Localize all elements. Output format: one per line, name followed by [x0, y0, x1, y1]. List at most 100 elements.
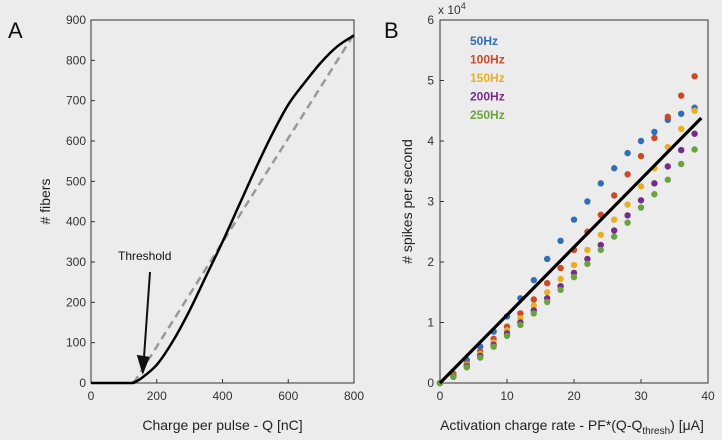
- point-250Hz: [597, 246, 604, 254]
- point-250Hz: [557, 286, 564, 294]
- point-50Hz: [570, 216, 578, 223]
- a-ytick-label: 100: [66, 336, 86, 350]
- b-ytick-label: 2: [427, 255, 434, 269]
- point-200Hz: [664, 163, 671, 170]
- point-100Hz: [544, 279, 551, 287]
- fiber-recruitment-curve: [90, 34, 355, 385]
- point-100Hz: [530, 296, 537, 303]
- point-200Hz: [637, 197, 645, 204]
- b-xtick-label: 40: [701, 389, 715, 403]
- threshold-arrow-head: [136, 354, 150, 375]
- point-250Hz: [637, 204, 645, 211]
- point-150Hz: [678, 125, 685, 133]
- point-250Hz: [477, 354, 484, 361]
- point-50Hz: [544, 255, 551, 263]
- point-250Hz: [544, 298, 551, 306]
- point-250Hz: [570, 273, 578, 281]
- point-250Hz: [691, 146, 698, 153]
- point-150Hz: [544, 289, 551, 296]
- legend: 50Hz 100Hz 150Hz 200Hz 250Hz: [470, 34, 505, 122]
- point-50Hz: [637, 137, 645, 145]
- b-xtick-label: 10: [500, 389, 514, 403]
- point-200Hz: [584, 255, 591, 263]
- a-ytick-label: 700: [66, 94, 86, 108]
- point-50Hz: [557, 237, 564, 245]
- point-100Hz: [637, 152, 645, 160]
- scatter-points: [436, 73, 698, 387]
- panel-b-y-axis-label: # spikes per second: [399, 139, 415, 264]
- point-250Hz: [584, 260, 591, 268]
- b-ytick-label: 1: [427, 316, 434, 330]
- point-250Hz: [624, 219, 631, 226]
- panel-a-x-axis-label: Charge per pulse - Q [nC]: [142, 417, 302, 433]
- panel-b: B 0 10 20 30 40 0 1 2 3 4 5 6 x 104 50Hz 100Hz 150Hz 2…: [384, 1, 715, 437]
- point-250Hz: [490, 343, 497, 350]
- point-200Hz: [611, 227, 618, 234]
- point-200Hz: [597, 241, 604, 249]
- point-250Hz: [678, 160, 685, 168]
- panel-a-label: A: [8, 18, 23, 43]
- point-150Hz: [570, 261, 578, 269]
- a-ytick-label: 0: [79, 376, 86, 390]
- point-150Hz: [597, 231, 604, 238]
- a-ytick-label: 900: [66, 13, 86, 27]
- regression-fit-line: [438, 116, 703, 385]
- b-xtick-label: 20: [567, 389, 581, 403]
- a-ytick-label: 600: [66, 134, 86, 148]
- legend-entry-200Hz: 200Hz: [470, 90, 505, 104]
- point-150Hz: [611, 216, 618, 223]
- a-ytick-label: 800: [66, 53, 86, 67]
- legend-entry-50Hz: 50Hz: [470, 34, 498, 48]
- point-50Hz: [597, 180, 604, 187]
- threshold-arrow-shaft: [142, 271, 151, 362]
- point-50Hz: [530, 276, 537, 284]
- a-ytick-label: 200: [66, 295, 86, 309]
- a-xtick-label: 600: [278, 389, 298, 403]
- point-250Hz: [503, 332, 511, 340]
- panel-a: A 0 200 400 600 800 0 100 200 300 400 500 600 700 800…: [8, 13, 364, 433]
- point-200Hz: [691, 130, 698, 137]
- point-200Hz: [678, 146, 685, 154]
- panel-a-axes-box: [90, 19, 355, 384]
- a-xtick-label: 400: [212, 389, 232, 403]
- panel-a-y-axis-label: # fibers: [37, 179, 53, 225]
- point-150Hz: [557, 275, 564, 283]
- a-ytick-label: 500: [66, 174, 86, 188]
- point-50Hz: [611, 165, 618, 172]
- point-200Hz: [624, 212, 631, 219]
- point-250Hz: [463, 364, 470, 371]
- point-100Hz: [624, 171, 631, 178]
- b-ytick-label: 5: [427, 74, 434, 88]
- legend-entry-250Hz: 250Hz: [470, 108, 505, 122]
- y-axis-multiplier: x 104: [438, 1, 466, 17]
- point-200Hz: [651, 180, 658, 187]
- a-xtick-label: 200: [147, 389, 167, 403]
- point-100Hz: [611, 192, 618, 199]
- a-xtick-label: 800: [344, 389, 364, 403]
- point-150Hz: [637, 183, 645, 190]
- point-250Hz: [450, 373, 457, 381]
- legend-entry-150Hz: 150Hz: [470, 71, 505, 85]
- b-ytick-label: 0: [427, 376, 434, 390]
- legend-entry-100Hz: 100Hz: [470, 53, 505, 67]
- a-ytick-label: 300: [66, 255, 86, 269]
- point-250Hz: [517, 321, 524, 329]
- point-100Hz: [651, 134, 658, 142]
- point-50Hz: [584, 198, 591, 205]
- a-ytick-label: 400: [66, 215, 86, 229]
- a-xtick-label: 0: [88, 389, 95, 403]
- b-ytick-label: 6: [427, 13, 434, 27]
- threshold-annotation: Threshold: [118, 249, 171, 263]
- panel-b-x-axis-label: Activation charge rate - PF*(Q-Qthresh) …: [440, 417, 704, 437]
- point-100Hz: [678, 92, 685, 99]
- point-50Hz: [624, 149, 631, 157]
- point-250Hz: [664, 176, 671, 183]
- b-xtick-label: 30: [634, 389, 648, 403]
- point-50Hz: [651, 128, 658, 136]
- panel-b-label: B: [384, 18, 399, 43]
- point-100Hz: [557, 264, 564, 272]
- b-xtick-label: 0: [437, 389, 444, 403]
- point-50Hz: [678, 110, 685, 117]
- point-150Hz: [691, 107, 698, 114]
